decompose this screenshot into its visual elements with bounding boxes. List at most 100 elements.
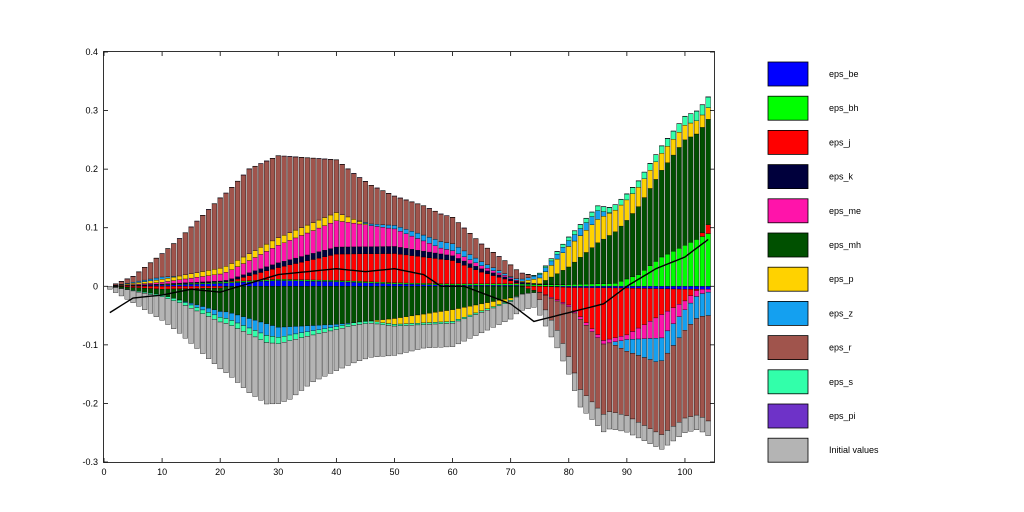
bar-segment <box>409 255 415 284</box>
bar-segment <box>508 297 514 301</box>
bar-segment <box>699 316 705 418</box>
bar-segment <box>252 166 258 251</box>
x-tick-label: 20 <box>215 467 225 477</box>
bar-segment <box>513 280 520 283</box>
bar-segment <box>188 303 194 306</box>
bar-segment <box>368 223 374 226</box>
bar-segment <box>269 325 276 337</box>
bar-segment <box>682 286 688 290</box>
bar-segment <box>705 315 711 422</box>
bar-segment <box>630 187 636 194</box>
bar-segment <box>304 232 310 256</box>
bar-segment <box>380 224 386 228</box>
bar-segment <box>357 286 363 323</box>
y-tick-label: 0.4 <box>85 47 98 57</box>
bar-segment <box>641 425 647 441</box>
bar-segment <box>560 302 566 305</box>
bar-segment <box>275 262 281 268</box>
bar-segment <box>147 286 154 289</box>
legend-swatch <box>767 266 809 292</box>
bar-segment <box>647 163 653 171</box>
bar-segment <box>659 256 665 287</box>
bar-segment <box>211 203 217 270</box>
bar-segment <box>362 223 368 225</box>
bar-segment <box>322 324 328 329</box>
bar-segment <box>362 286 368 322</box>
bar-segment <box>246 286 252 319</box>
bar-segment <box>362 321 368 324</box>
bar-segment <box>142 293 148 310</box>
bar-segment <box>223 311 229 319</box>
bar-segment <box>217 321 223 370</box>
bar-segment <box>275 327 281 338</box>
bar-segment <box>664 138 671 147</box>
bar-segment <box>513 278 520 281</box>
bar-segment <box>444 259 450 284</box>
bar-segment <box>258 332 264 340</box>
bar-segment <box>415 203 421 234</box>
bar-segment <box>647 359 653 429</box>
bar-segment <box>409 230 415 237</box>
bar-segment <box>362 282 368 287</box>
bar-segment <box>258 321 264 334</box>
bar-segment <box>496 283 502 286</box>
bar-segment <box>444 310 450 322</box>
bar-segment <box>688 242 694 287</box>
bar-segment <box>206 308 212 313</box>
bar-segment <box>368 323 374 358</box>
bar-segment <box>147 280 154 284</box>
bar-segment <box>618 340 624 349</box>
bar-segment <box>246 318 252 329</box>
bar-segment <box>560 247 566 253</box>
bar-segment <box>438 258 444 284</box>
bar-segment <box>595 286 601 288</box>
bar-segment <box>531 286 537 291</box>
bar-segment <box>304 260 310 281</box>
bar-segment <box>612 341 618 346</box>
legend-swatch <box>767 369 809 395</box>
bar-segment <box>438 323 444 348</box>
bar-segment <box>316 333 322 380</box>
bar-segment <box>525 286 531 289</box>
bar-segment <box>444 242 450 250</box>
bar-segment <box>432 286 438 313</box>
bar-segment <box>229 320 235 326</box>
bar-segment <box>589 216 595 225</box>
bar-segment <box>316 286 322 326</box>
bar-segment <box>420 322 427 325</box>
bar-segment <box>577 284 583 287</box>
bar-segment <box>502 278 508 284</box>
bar-segment <box>653 431 659 447</box>
bar-segment <box>275 245 281 264</box>
bar-segment <box>618 414 624 432</box>
bar-segment <box>653 261 659 287</box>
bar-segment <box>409 325 415 352</box>
bar-segment <box>310 330 316 336</box>
line-layer <box>109 238 709 323</box>
bar-segment <box>333 212 339 221</box>
bar-segment <box>624 415 630 433</box>
bar-segment <box>589 401 595 420</box>
legend-swatch <box>767 95 809 121</box>
bar-segment <box>601 238 607 284</box>
bar-segment <box>200 271 206 277</box>
bar-segment <box>176 238 183 277</box>
bar-segment <box>560 270 566 285</box>
bar-segment <box>583 230 589 253</box>
bar-segment <box>386 227 392 247</box>
bar-segment <box>513 269 520 279</box>
bar-segment <box>246 275 252 281</box>
bar-segment <box>246 168 252 254</box>
bar-segment <box>351 218 357 224</box>
bar-segment <box>455 320 461 345</box>
bar-segment <box>310 222 316 231</box>
bar-segment <box>508 276 514 278</box>
bar-segment <box>630 331 636 340</box>
bar-segment <box>670 345 676 427</box>
bar-segment <box>322 217 328 226</box>
bar-segment <box>519 283 525 286</box>
bar-segment <box>653 361 659 433</box>
bar-segment <box>339 214 345 222</box>
bar-segment <box>252 273 258 281</box>
bar-segment <box>705 119 711 225</box>
